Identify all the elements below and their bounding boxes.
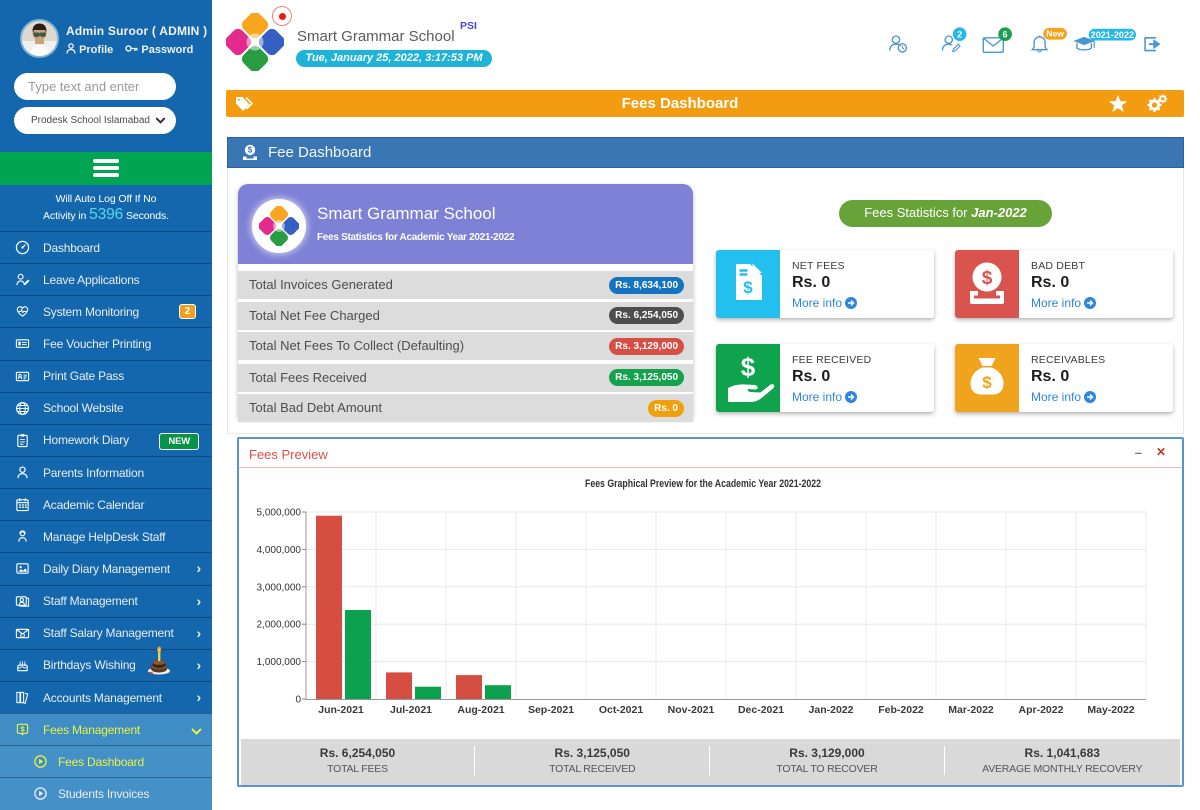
svg-text:2,000,000: 2,000,000 [257,620,302,631]
svg-text:$: $ [982,268,993,289]
svg-text:May-2022: May-2022 [1087,704,1134,716]
svg-text:2021-2022: 2021-2022 [1091,30,1134,40]
svg-text:Aug-2021: Aug-2021 [457,704,504,716]
svg-text:Jan-2022: Jan-2022 [809,704,854,716]
svg-text:Jul-2021: Jul-2021 [390,704,432,716]
svg-text:$: $ [743,278,753,297]
svg-text:Sep-2021: Sep-2021 [528,704,574,716]
svg-text:Oct-2021: Oct-2021 [599,704,644,716]
svg-text:Feb-2022: Feb-2022 [878,704,924,716]
svg-text:Nov-2021: Nov-2021 [668,704,715,716]
svg-text:3,000,000: 3,000,000 [257,582,302,593]
svg-text:5,000,000: 5,000,000 [257,508,302,519]
svg-text:Jun-2021: Jun-2021 [318,704,364,716]
svg-text:2: 2 [957,29,962,39]
svg-text:4,000,000: 4,000,000 [257,545,302,556]
svg-text:New: New [1046,28,1064,38]
svg-text:Mar-2022: Mar-2022 [948,704,994,716]
svg-text:0: 0 [295,695,301,706]
svg-text:Dec-2021: Dec-2021 [738,704,784,716]
svg-text:6: 6 [1003,29,1008,39]
svg-text:1,000,000: 1,000,000 [257,657,302,668]
svg-text:Apr-2022: Apr-2022 [1019,704,1064,716]
svg-text:$: $ [741,352,756,382]
svg-text:$: $ [982,373,992,392]
svg-text:Fees Graphical Preview for the: Fees Graphical Preview for the Academic … [585,478,821,490]
